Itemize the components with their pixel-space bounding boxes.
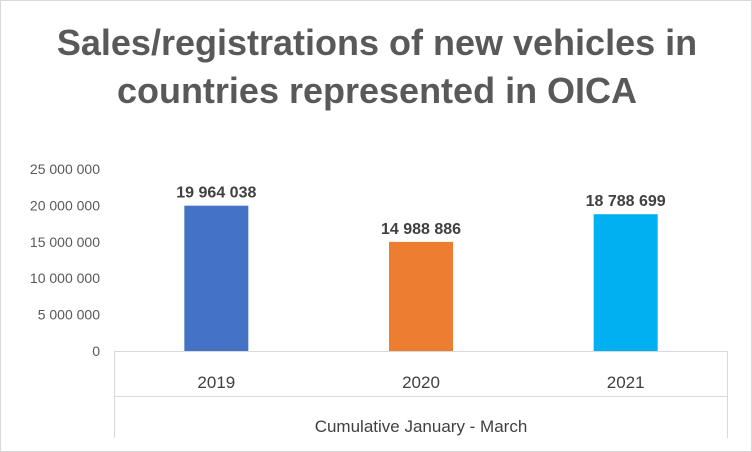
- y-tick-label: 25 000 000: [30, 161, 100, 177]
- y-tick-label: 0: [92, 343, 100, 359]
- x-tick-label: 2020: [402, 373, 440, 392]
- chart-title-line-1: Sales/registrations of new vehicles in: [56, 22, 698, 63]
- x-tick-label: 2019: [197, 373, 235, 392]
- bar: [389, 241, 453, 351]
- x-axis-label: Cumulative January - March: [315, 417, 528, 436]
- y-tick-label: 5 000 000: [38, 307, 100, 323]
- bar: [184, 205, 249, 351]
- x-tick-label: 2021: [607, 373, 645, 392]
- bar: [593, 214, 658, 351]
- y-tick-label: 10 000 000: [30, 270, 100, 286]
- data-label: 19 964 038: [176, 185, 256, 202]
- chart-title-line-2: countries represented in OICA: [116, 70, 638, 111]
- chart-title: Sales/registrations of new vehicles in c…: [1, 19, 752, 115]
- data-label: 14 988 886: [381, 221, 461, 238]
- y-tick-label: 15 000 000: [30, 234, 100, 250]
- y-tick-label: 20 000 000: [30, 197, 100, 213]
- data-label: 18 788 699: [586, 193, 666, 210]
